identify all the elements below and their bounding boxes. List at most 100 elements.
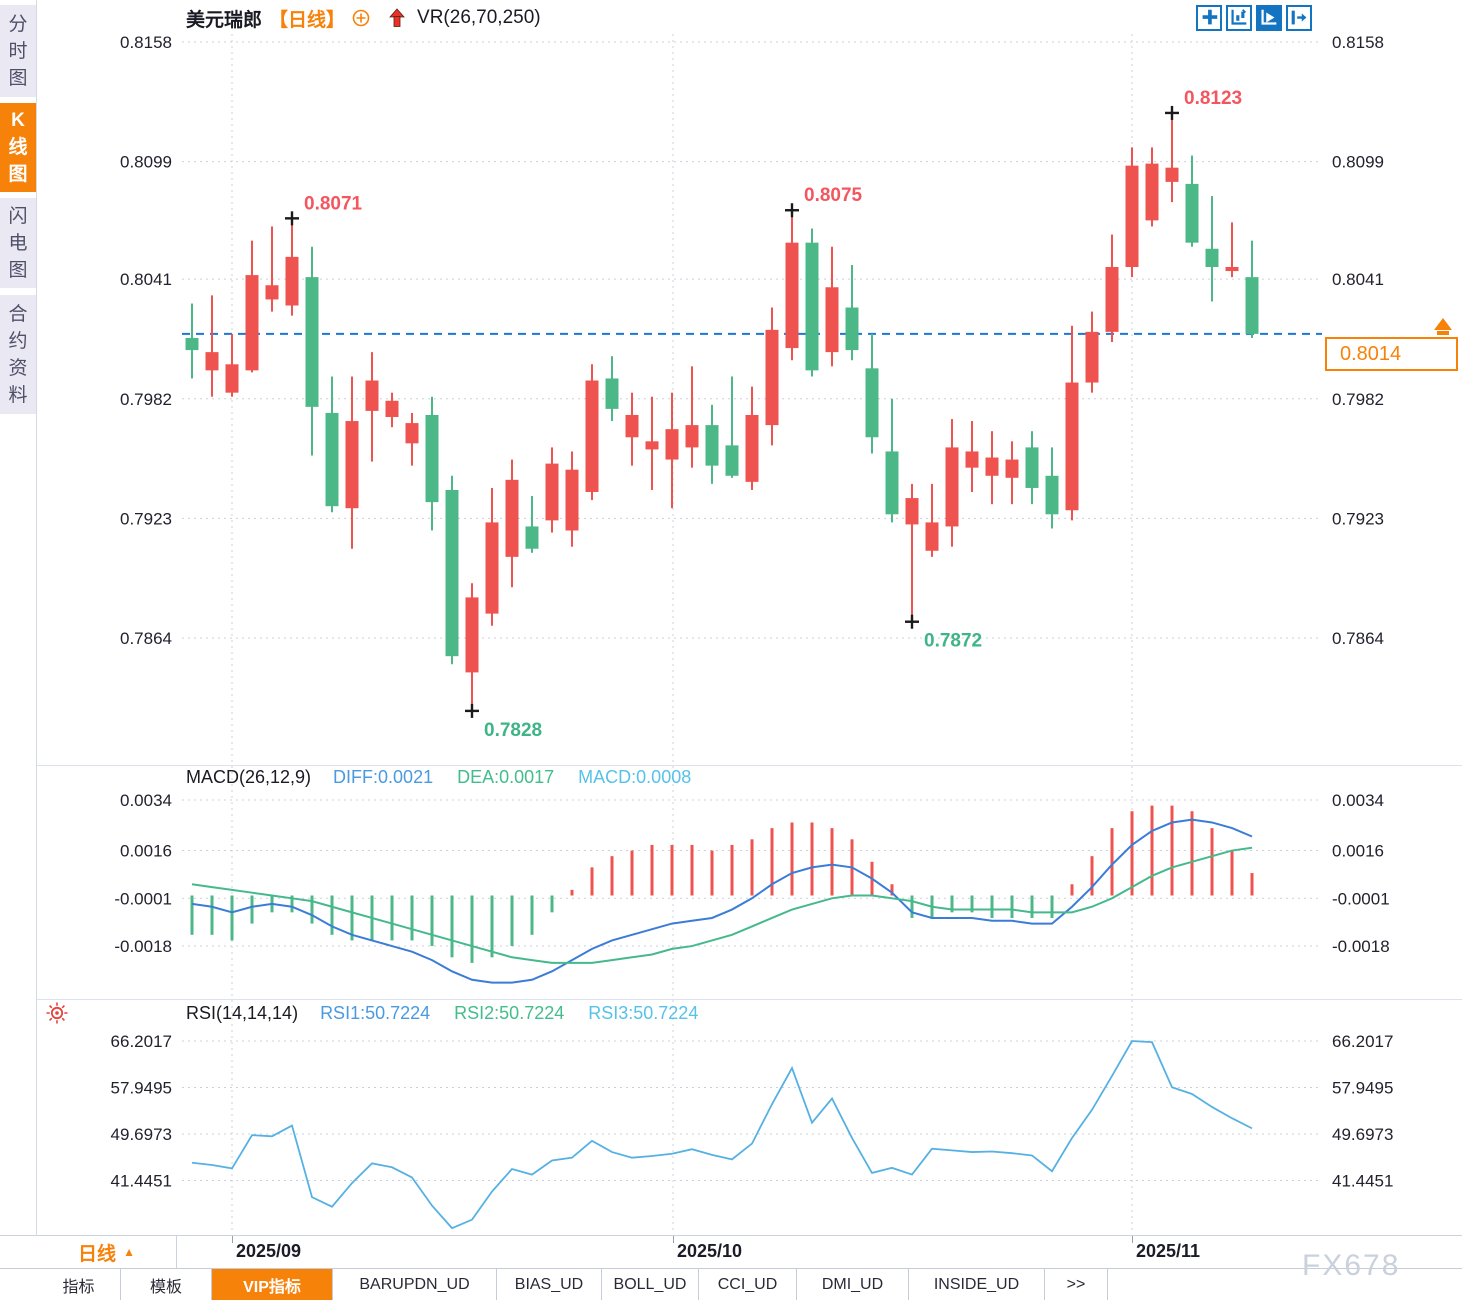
tab-bias_ud[interactable]: BIAS_UD <box>497 1269 602 1300</box>
candle-body <box>605 378 619 409</box>
axis-tick-label: -0.0001 <box>114 889 172 908</box>
axis-tick-label: 49.6973 <box>1332 1125 1393 1144</box>
candle-body <box>1085 331 1099 383</box>
sidebar-item-char: 合 <box>8 303 28 325</box>
sidebar-item-3[interactable]: 闪电图 <box>0 198 36 288</box>
axis-tick-label: -0.0018 <box>1332 937 1390 956</box>
date-tick <box>232 1236 233 1243</box>
crosshair-button[interactable] <box>1196 5 1222 31</box>
period-label: 日线 <box>78 1243 117 1265</box>
macd-title[interactable]: MACD(26,12,9) <box>186 767 312 787</box>
candle-body <box>645 441 659 450</box>
circle-plus-icon[interactable] <box>351 8 371 28</box>
candle-body <box>745 414 759 482</box>
tab-vip[interactable]: VIP指标 <box>212 1269 333 1300</box>
candle-body <box>245 275 259 371</box>
axis-play-icon <box>1261 9 1277 25</box>
up-arrow-icon <box>387 7 407 29</box>
candle-body <box>665 429 679 460</box>
candle-body <box>705 425 719 466</box>
x-axis-row: 日线 ▲ 2025/09 2025/10 2025/11 <box>0 1235 1462 1268</box>
date-label: 2025/11 <box>1136 1241 1201 1261</box>
candle-body <box>925 522 939 551</box>
axis-tick-label: 66.2017 <box>111 1032 172 1051</box>
candle-body <box>1245 277 1259 334</box>
sidebar-item-1[interactable]: 分时图 <box>0 5 36 97</box>
candle-body <box>265 285 279 300</box>
axis-tick-label: 49.6973 <box>111 1125 172 1144</box>
candle-body <box>825 287 839 353</box>
rsi2-value: RSI2:50.7224 <box>454 1003 565 1023</box>
candle-body <box>325 412 339 507</box>
sidebar-item-4[interactable]: 合约资料 <box>0 295 36 414</box>
candle-body <box>885 451 899 515</box>
tab-barupdn_ud[interactable]: BARUPDN_UD <box>333 1269 497 1300</box>
chart-header: 美元瑞郎 【日线】 VR(26,70,250) <box>186 5 541 31</box>
rsi3-value: RSI3:50.7224 <box>588 1003 699 1023</box>
candle-body <box>1045 475 1059 515</box>
axis-tick-label: 0.7864 <box>120 629 172 648</box>
extreme-price-label: 0.7872 <box>924 631 982 652</box>
candle-body <box>1225 266 1239 272</box>
rsi-line <box>191 1040 1253 1230</box>
axis-play-button[interactable] <box>1256 5 1282 31</box>
price-up-arrow-icon <box>1434 318 1452 330</box>
extreme-price-label: 0.8071 <box>304 193 363 214</box>
current-price-tag: 0.8014 <box>1325 337 1458 371</box>
indicator-tab-bar: 指标 模板 VIP指标 BARUPDN_UD BIAS_UD BOLL_UD CCI_UD D… <box>0 1268 1462 1300</box>
candle-body <box>505 479 519 557</box>
tab->>[interactable]: >> <box>1045 1269 1108 1300</box>
macd-diff-value: DIFF:0.0021 <box>333 767 434 787</box>
exit-panel-button[interactable] <box>1286 5 1312 31</box>
axis-tick-label: 41.4451 <box>111 1172 172 1191</box>
axis-candle-button[interactable] <box>1226 5 1252 31</box>
candle-body <box>465 597 479 673</box>
tab-cci_ud[interactable]: CCI_UD <box>699 1269 797 1300</box>
tab-inside_ud[interactable]: INSIDE_UD <box>909 1269 1045 1300</box>
axis-tick-label: 0.8099 <box>1332 153 1384 172</box>
rsi-header: RSI(14,14,14) RSI1:50.7224 RSI2:50.7224 … <box>186 1003 698 1024</box>
tab-dmi_ud[interactable]: DMI_UD <box>797 1269 909 1300</box>
candle-body <box>445 489 459 657</box>
sidebar-item-char: 电 <box>8 232 28 254</box>
extreme-price-label: 0.8123 <box>1184 88 1242 109</box>
candle-body <box>1205 248 1219 267</box>
candle-body <box>345 421 359 509</box>
candle-body <box>805 242 819 371</box>
axis-tick-label: 0.8041 <box>1332 270 1384 289</box>
candle-body <box>905 498 919 525</box>
candle-body <box>225 364 239 393</box>
macd-dea-value: DEA:0.0017 <box>457 767 555 787</box>
rsi-title[interactable]: RSI(14,14,14) <box>186 1003 299 1023</box>
candle-body <box>1105 266 1119 332</box>
candle-body <box>985 457 999 476</box>
axis-tick-label: 57.9495 <box>1332 1079 1393 1098</box>
axis-tick-label: -0.0018 <box>114 937 172 956</box>
axis-tick-label: 0.7864 <box>1332 629 1384 648</box>
indicator-name[interactable]: VR(26,70,250) <box>417 7 541 28</box>
candle-body <box>625 414 639 438</box>
chart-toolbar <box>1196 5 1312 31</box>
candle-body <box>205 352 219 371</box>
candle-body <box>685 425 699 448</box>
date-label: 2025/09 <box>236 1241 302 1261</box>
period-selector[interactable]: 日线 ▲ <box>37 1236 177 1268</box>
candle-body <box>565 469 579 531</box>
candle-body <box>425 414 439 503</box>
candle-body <box>945 447 959 527</box>
tab-boll_ud[interactable]: BOLL_UD <box>602 1269 699 1300</box>
sidebar-item-char: 时 <box>8 40 28 62</box>
tab-[interactable]: 模板 <box>121 1269 212 1300</box>
indicator-settings-icon[interactable] <box>45 1001 69 1030</box>
axis-tick-label: 0.0016 <box>1332 842 1384 861</box>
candle-body <box>545 463 559 521</box>
candle-body <box>405 423 419 444</box>
tab-[interactable]: 指标 <box>37 1269 121 1300</box>
candle-body <box>725 445 739 476</box>
extreme-price-label: 0.8075 <box>804 185 863 206</box>
macd-macd-value: MACD:0.0008 <box>578 767 692 787</box>
